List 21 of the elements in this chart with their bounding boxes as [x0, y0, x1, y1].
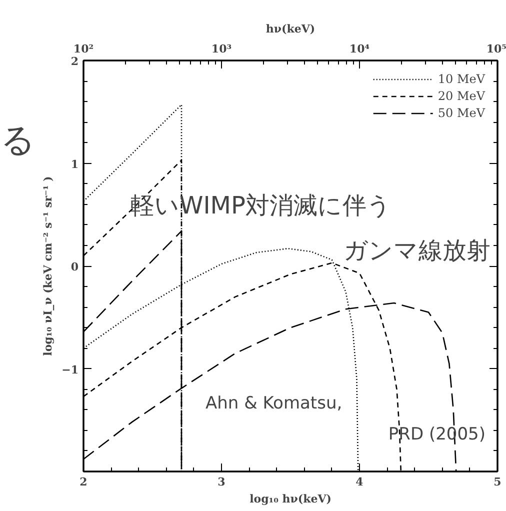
- x2-tick-label: 10²: [73, 42, 94, 56]
- x2-tick-label: 10⁴: [349, 42, 370, 56]
- y-tick-label: 0: [70, 260, 79, 274]
- x-axis-title: log₁₀ hν(keV): [250, 492, 332, 506]
- y-tick-label: 1: [70, 158, 78, 171]
- y-tick-label: −1: [62, 363, 79, 376]
- legend-label: 50 MeV: [438, 106, 485, 120]
- x-tick-label: 3: [218, 476, 226, 488]
- legend-label: 10 MeV: [438, 72, 485, 86]
- annotation: ガンマ線放射: [344, 236, 490, 264]
- y-tick-label: 2: [70, 55, 78, 68]
- x2-tick-label: 10³: [211, 42, 232, 56]
- annotation: 軽いWIMP対消滅に伴う: [130, 192, 392, 220]
- x-tick-label: 5: [494, 476, 502, 488]
- legend-label: 20 MeV: [438, 89, 485, 103]
- x2-axis-title: hν(keV): [266, 22, 316, 36]
- x-tick-label: 2: [80, 476, 88, 488]
- annotation: Ahn & Komatsu,: [206, 394, 342, 414]
- x2-tick-label: 10⁵: [486, 42, 506, 56]
- x-tick-label: 4: [356, 476, 364, 488]
- y-axis-title: log₁₀ νI_ν (keV cm⁻² s⁻¹ sr⁻¹ ): [42, 176, 55, 356]
